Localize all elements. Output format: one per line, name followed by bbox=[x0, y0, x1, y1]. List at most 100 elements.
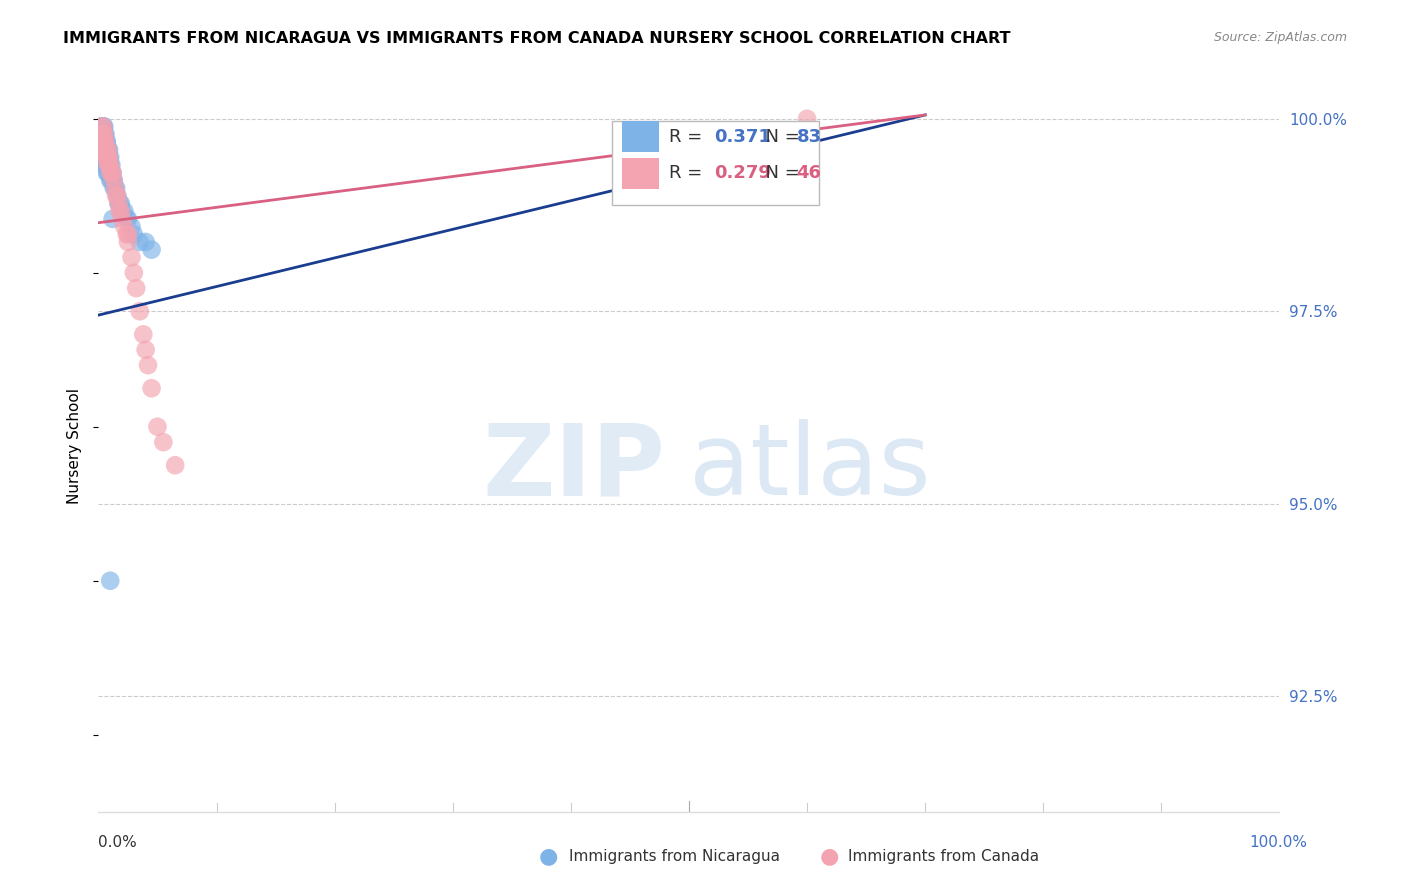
Point bbox=[91, 120, 114, 134]
Point bbox=[111, 204, 134, 219]
Point bbox=[98, 158, 121, 172]
Point bbox=[91, 120, 114, 134]
Point bbox=[107, 196, 129, 211]
Point bbox=[98, 150, 121, 164]
Point bbox=[91, 120, 114, 134]
Point bbox=[91, 127, 114, 141]
Point bbox=[105, 188, 128, 202]
Text: 0.0%: 0.0% bbox=[98, 836, 138, 850]
Point bbox=[108, 204, 131, 219]
Text: N =: N = bbox=[754, 164, 806, 182]
Point bbox=[91, 143, 114, 157]
Point bbox=[96, 143, 118, 157]
Point bbox=[91, 127, 114, 141]
Point bbox=[135, 343, 157, 357]
Point bbox=[104, 181, 127, 195]
Point bbox=[100, 158, 122, 172]
Text: Immigrants from Canada: Immigrants from Canada bbox=[848, 849, 1039, 863]
Point bbox=[115, 227, 138, 242]
Point bbox=[110, 204, 132, 219]
Point bbox=[115, 211, 138, 226]
Point bbox=[98, 173, 121, 187]
Text: ●: ● bbox=[820, 847, 839, 866]
Point bbox=[93, 127, 115, 141]
Point bbox=[97, 166, 120, 180]
Point bbox=[94, 143, 117, 157]
Point bbox=[91, 127, 114, 141]
Point bbox=[98, 166, 121, 180]
Point bbox=[107, 196, 129, 211]
Point bbox=[152, 435, 174, 450]
Point bbox=[93, 143, 115, 157]
Text: 0.279: 0.279 bbox=[714, 164, 770, 182]
Point bbox=[91, 120, 114, 134]
Point bbox=[93, 150, 115, 164]
Point bbox=[165, 458, 187, 473]
Point bbox=[96, 135, 118, 149]
Point bbox=[97, 143, 120, 157]
FancyBboxPatch shape bbox=[621, 121, 659, 152]
Text: 83: 83 bbox=[796, 128, 821, 145]
Y-axis label: Nursery School: Nursery School bbox=[67, 388, 83, 504]
Point bbox=[122, 227, 145, 242]
Point bbox=[104, 181, 127, 195]
Point bbox=[100, 166, 122, 180]
Text: R =: R = bbox=[669, 164, 707, 182]
Point bbox=[91, 135, 114, 149]
Point bbox=[94, 135, 117, 149]
Point bbox=[111, 211, 134, 226]
Point bbox=[105, 188, 128, 202]
Point bbox=[93, 135, 115, 149]
Point bbox=[91, 120, 114, 134]
Point bbox=[98, 166, 121, 180]
Point bbox=[93, 150, 115, 164]
Point bbox=[91, 135, 114, 149]
Point bbox=[90, 127, 112, 141]
Point bbox=[94, 150, 117, 164]
Point bbox=[117, 211, 139, 226]
Point bbox=[98, 143, 121, 157]
Point bbox=[105, 181, 128, 195]
Text: 100.0%: 100.0% bbox=[1250, 836, 1308, 850]
Point bbox=[101, 211, 124, 226]
Point bbox=[132, 327, 155, 342]
Point bbox=[91, 135, 114, 149]
Point bbox=[128, 304, 150, 318]
Point bbox=[91, 135, 114, 149]
Point bbox=[94, 150, 117, 164]
Point bbox=[98, 166, 121, 180]
Point bbox=[93, 143, 115, 157]
Point bbox=[98, 158, 121, 172]
Point bbox=[121, 251, 143, 265]
Point bbox=[796, 112, 818, 126]
Point bbox=[117, 235, 139, 249]
Point bbox=[93, 143, 115, 157]
Point bbox=[108, 196, 131, 211]
Point bbox=[96, 166, 118, 180]
Point bbox=[93, 127, 115, 141]
Point bbox=[93, 120, 115, 134]
Text: Source: ZipAtlas.com: Source: ZipAtlas.com bbox=[1213, 31, 1347, 45]
Point bbox=[97, 150, 120, 164]
Point bbox=[103, 173, 125, 187]
Point bbox=[105, 188, 128, 202]
Point bbox=[98, 158, 121, 172]
Point bbox=[103, 181, 125, 195]
Point bbox=[112, 219, 135, 234]
Point bbox=[91, 120, 114, 134]
Point bbox=[101, 173, 124, 187]
Point bbox=[96, 143, 118, 157]
Text: ZIP: ZIP bbox=[482, 419, 665, 516]
FancyBboxPatch shape bbox=[621, 158, 659, 188]
Point bbox=[103, 173, 125, 187]
Point bbox=[91, 135, 114, 149]
Point bbox=[94, 158, 117, 172]
Point bbox=[94, 135, 117, 149]
Text: N =: N = bbox=[754, 128, 806, 145]
Point bbox=[122, 266, 145, 280]
Point bbox=[96, 158, 118, 172]
Point bbox=[97, 143, 120, 157]
Point bbox=[96, 150, 118, 164]
Point bbox=[117, 227, 139, 242]
Point bbox=[94, 150, 117, 164]
